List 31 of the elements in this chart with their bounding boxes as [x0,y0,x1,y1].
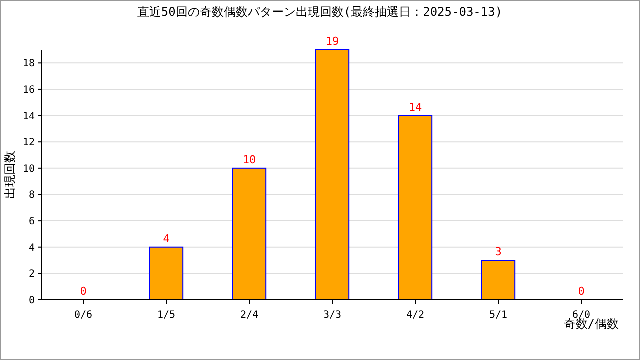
y-tick-label: 8 [28,190,35,202]
bar [481,260,516,300]
y-tick-label: 4 [28,242,35,254]
bar [315,50,350,300]
data-label: 14 [408,100,422,114]
bar [149,246,184,300]
data-label: 0 [80,285,87,298]
x-tick-label: 3/3 [323,310,342,321]
y-tick-label: 10 [22,164,35,175]
y-tick-label: 18 [22,58,35,70]
bar [398,115,433,300]
x-axis-title: 奇数/偶数 [564,317,619,331]
x-tick-label: 5/1 [489,310,508,321]
data-label: 3 [495,246,502,259]
chart-title: 直近50回の奇数偶数パターン出現回数(最終抽選日：2025-03-13) [137,5,503,19]
x-tick-label: 2/4 [240,310,259,321]
y-tick-label: 0 [28,296,35,306]
data-label: 4 [163,232,170,246]
y-tick-label: 6 [28,216,35,228]
data-label: 0 [578,285,585,298]
x-tick-label: 0/6 [74,310,93,321]
bar [232,168,267,300]
data-label: 10 [242,153,256,166]
x-tick-label: 1/5 [157,310,176,321]
y-tick-label: 16 [22,84,35,96]
y-tick-label: 12 [22,138,35,149]
y-tick-label: 14 [22,111,35,122]
x-tick-label: 4/2 [406,310,425,321]
y-tick-label: 2 [28,269,35,280]
y-axis-title: 出現回数 [3,151,17,199]
data-label: 19 [326,35,340,48]
